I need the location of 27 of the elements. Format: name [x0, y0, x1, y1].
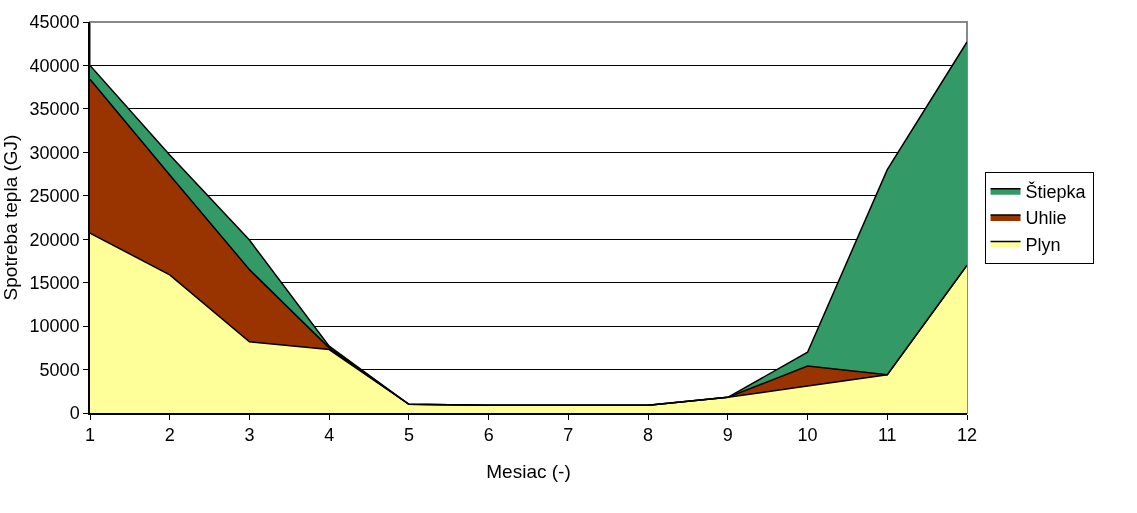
x-tick-label: 9: [722, 425, 733, 446]
y-tick-label: 40000: [29, 55, 80, 76]
y-tick-label: 5000: [39, 359, 80, 380]
x-tick-label: 6: [483, 425, 494, 446]
x-tick-label: 12: [956, 425, 978, 446]
x-tick-label: 10: [797, 425, 818, 446]
x-tick-label: 2: [164, 425, 175, 446]
y-tick-label: 35000: [29, 99, 80, 120]
x-tick-label: 11: [877, 425, 897, 446]
y-tick-label: 20000: [29, 229, 80, 250]
x-tick-label: 5: [403, 425, 414, 446]
legend-label: Plyn: [1025, 234, 1061, 255]
y-tick-label: 45000: [29, 12, 80, 33]
y-tick-label: 0: [69, 403, 80, 424]
y-tick-label: 15000: [29, 272, 80, 293]
legend-label: Štiepka: [1025, 180, 1087, 202]
y-axis-title: Spotreba tepla (GJ): [0, 134, 21, 301]
y-tick-label: 25000: [29, 186, 80, 207]
x-tick-label: 3: [244, 425, 255, 446]
x-tick-label: 7: [563, 425, 574, 446]
y-tick-label: 10000: [29, 316, 80, 337]
y-tick-label: 30000: [29, 142, 80, 163]
x-tick-label: 1: [84, 425, 96, 446]
x-axis-title: Mesiac (-): [486, 460, 571, 482]
legend-label: Uhlie: [1025, 208, 1067, 229]
x-tick-label: 8: [643, 425, 654, 446]
x-tick-label: 4: [324, 425, 335, 446]
